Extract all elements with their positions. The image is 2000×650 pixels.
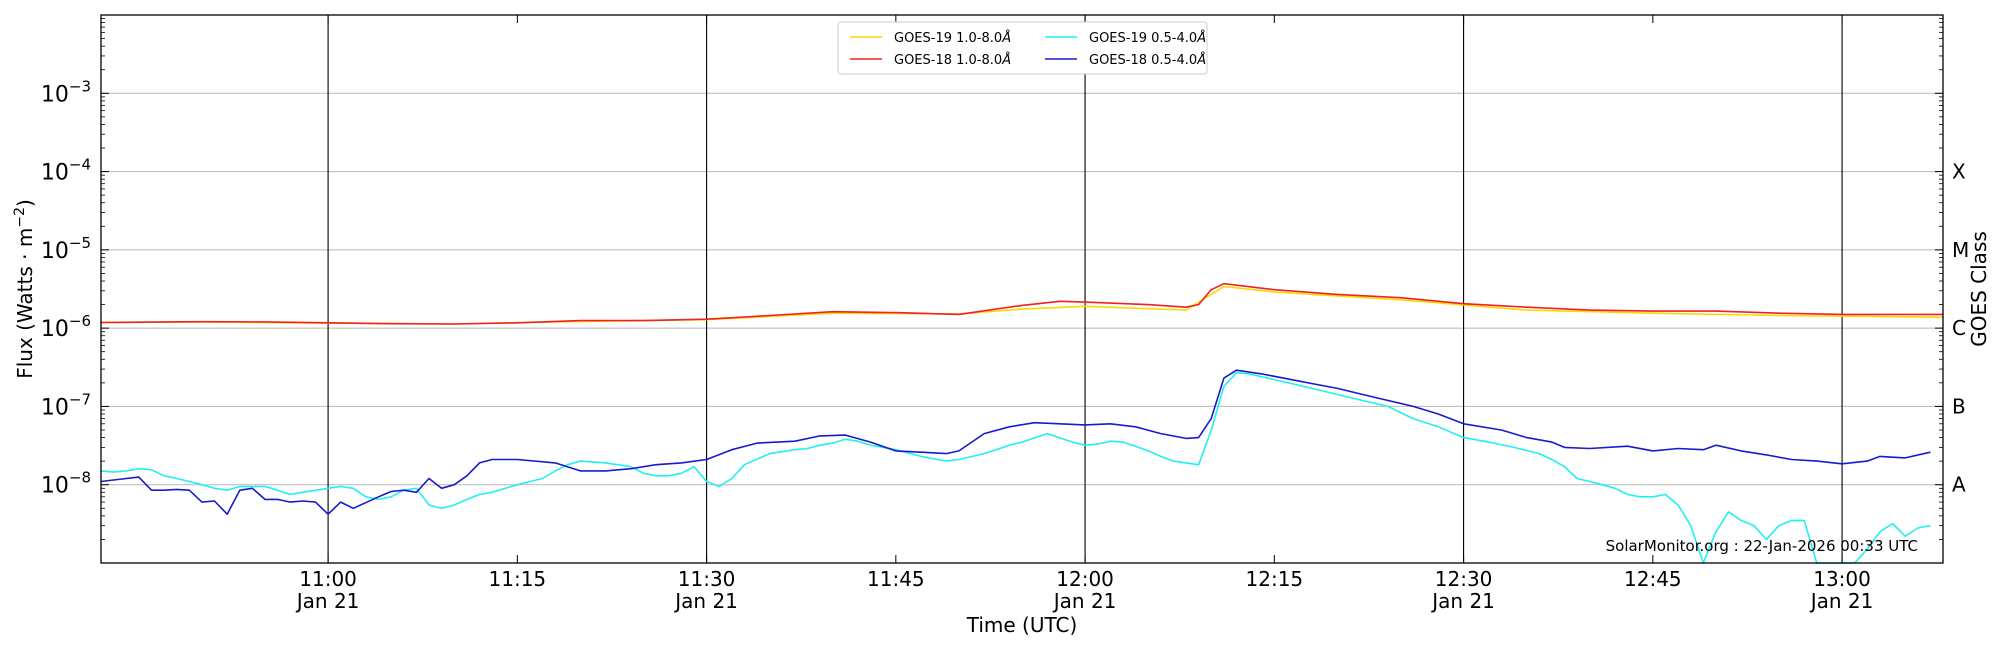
day-marker-lines (327, 15, 1843, 563)
legend-label-text: GOES-19 0.5-4.0 (1089, 31, 1197, 46)
y-tick-label: 10−4 (41, 156, 91, 186)
y-axis-ticks: 10−810−710−610−510−410−3 (41, 18, 1943, 540)
legend-label-unit: Å (1196, 30, 1206, 46)
y-tick-base: 10 (41, 82, 69, 107)
goes-class-label: A (1952, 473, 1966, 497)
series-line (100, 371, 1931, 564)
plot-frame (100, 14, 1944, 564)
y-axis-label-text: Flux (Watts · m (13, 228, 37, 379)
legend-label: GOES-19 1.0-8.0Å (894, 30, 1011, 46)
legend-label-unit: Å (1001, 52, 1011, 68)
legend-label: GOES-18 1.0-8.0Å (894, 52, 1011, 68)
x-tick-label-time: 11:45 (867, 567, 925, 591)
y-tick-label: 10−3 (41, 77, 91, 107)
goes-class-axis-label: GOES Class (1967, 231, 1991, 347)
y-tick-label: 10−5 (41, 234, 91, 264)
y-tick-base: 10 (41, 395, 69, 420)
x-tick-label-date: Jan 21 (295, 589, 360, 613)
y-axis-label-exponent: −2 (12, 207, 28, 228)
legend-label-text: GOES-18 1.0-8.0 (894, 53, 1002, 68)
series-line (100, 282, 1943, 325)
y-tick-base: 10 (41, 239, 69, 264)
x-tick-label-date: Jan 21 (1809, 589, 1874, 613)
legend-box (837, 21, 1208, 75)
goes-class-label: X (1952, 160, 1966, 184)
goes-class-label: C (1952, 316, 1966, 340)
y-tick-exponent: −5 (69, 234, 91, 252)
goes-class-label: B (1952, 394, 1966, 418)
x-axis-label: Time (UTC) (966, 613, 1078, 637)
legend-label-text: GOES-19 1.0-8.0 (894, 31, 1002, 46)
x-tick-label-time: 13:00 (1813, 567, 1871, 591)
goes-class-labels: A B C M X (1952, 160, 1969, 497)
x-tick-label-time: 11:15 (489, 567, 547, 591)
series-line (100, 369, 1931, 515)
legend-label-text: GOES-18 0.5-4.0 (1089, 53, 1197, 68)
y-tick-label: 10−7 (41, 390, 91, 420)
y-tick-base: 10 (41, 161, 69, 186)
y-axis-label: Flux (Watts · m−2) (12, 199, 37, 379)
y-tick-exponent: −7 (69, 390, 91, 408)
y-tick-base: 10 (41, 317, 69, 342)
goes-class-label: M (1952, 238, 1969, 262)
x-tick-label-time: 12:45 (1624, 567, 1682, 591)
legend-label-unit: Å (1001, 30, 1011, 46)
x-tick-label-time: 11:00 (299, 567, 357, 591)
watermark: SolarMonitor.org : 22-Jan-2026 00:33 UTC (1606, 537, 1918, 555)
y-tick-base: 10 (41, 474, 69, 499)
y-axis-label-end: ) (13, 199, 37, 207)
legend-label-unit: Å (1196, 52, 1206, 68)
x-tick-label-date: Jan 21 (1430, 589, 1495, 613)
y-tick-exponent: −6 (69, 312, 91, 330)
horizontal-grid (101, 92, 1943, 486)
y-tick-label: 10−8 (41, 469, 91, 499)
x-tick-label-time: 12:30 (1435, 567, 1493, 591)
legend-label: GOES-19 0.5-4.0Å (1089, 30, 1206, 46)
y-tick-exponent: −8 (69, 469, 91, 487)
y-tick-exponent: −4 (69, 156, 91, 174)
series-lines (100, 282, 1944, 564)
x-tick-label-time: 12:00 (1056, 567, 1114, 591)
legend-label: GOES-18 0.5-4.0Å (1089, 52, 1206, 68)
y-tick-exponent: −3 (69, 77, 91, 95)
x-tick-label-date: Jan 21 (1052, 589, 1117, 613)
x-tick-label-time: 11:30 (678, 567, 736, 591)
x-tick-label-time: 12:15 (1246, 567, 1304, 591)
y-tick-label: 10−6 (41, 312, 91, 342)
x-tick-label-date: Jan 21 (673, 589, 738, 613)
